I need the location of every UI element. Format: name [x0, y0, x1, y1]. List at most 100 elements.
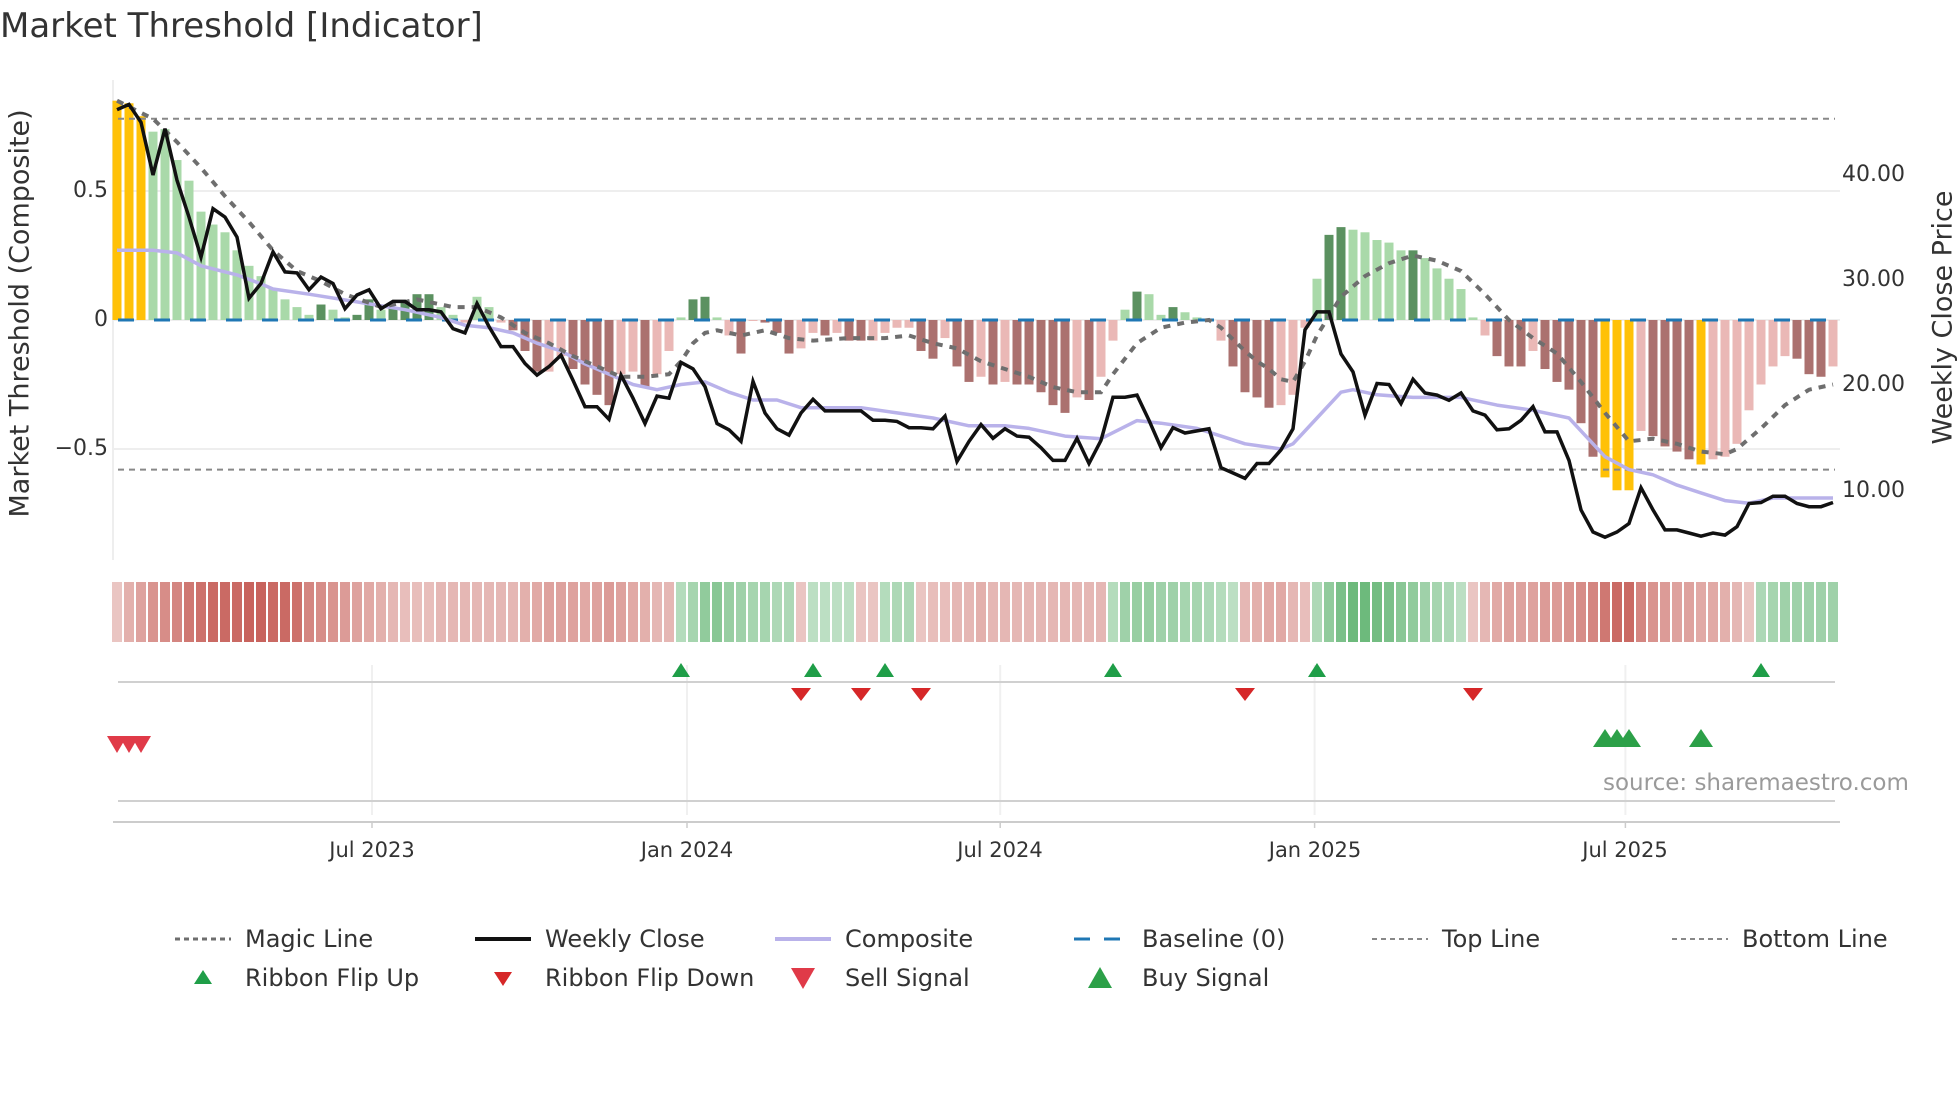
- histogram-bar: [1252, 320, 1262, 398]
- legend-item-composite: Composite: [775, 925, 973, 953]
- ribbon-cell: [904, 582, 914, 642]
- ribbon-cell: [220, 582, 230, 642]
- histogram-bar: [124, 103, 134, 320]
- ribbon-cell: [616, 582, 626, 642]
- ribbon-cell: [880, 582, 890, 642]
- ribbon-cell: [112, 582, 122, 642]
- histogram-bar: [1024, 320, 1034, 385]
- solid-line-swatch-icon: [475, 937, 531, 941]
- histogram-bar: [1456, 289, 1466, 320]
- ribbon-cell: [376, 582, 386, 642]
- histogram-bar: [268, 289, 278, 320]
- ribbon-flip-up-marker: [672, 663, 690, 677]
- ribbon-cell: [1144, 582, 1154, 642]
- histogram-bar: [1384, 242, 1394, 320]
- ribbon-cell: [208, 582, 218, 642]
- sell-signal-marker: [131, 736, 151, 753]
- ribbon-cell: [1312, 582, 1322, 642]
- y-tick-right: 20.00: [1842, 372, 1905, 397]
- histogram-bar: [868, 320, 878, 341]
- ribbon-cell: [856, 582, 866, 642]
- histogram-bar: [1720, 320, 1730, 457]
- histogram-bar: [748, 320, 758, 321]
- ribbon-cell: [1420, 582, 1430, 642]
- ribbon-cell: [1468, 582, 1478, 642]
- ribbon-cell: [280, 582, 290, 642]
- ribbon-cell: [244, 582, 254, 642]
- histogram-bar: [1636, 320, 1646, 431]
- ribbon-cell: [1588, 582, 1598, 642]
- triangle-down-icon: [791, 968, 815, 989]
- ribbon-cell: [976, 582, 986, 642]
- histogram-bar: [1156, 314, 1166, 320]
- ribbon-cell: [148, 582, 158, 642]
- legend-item-ribbon-flip-down: Ribbon Flip Down: [475, 964, 754, 992]
- ribbon-cell: [988, 582, 998, 642]
- ribbon-cell: [1360, 582, 1370, 642]
- ribbon-cell: [1612, 582, 1622, 642]
- ribbon-cell: [388, 582, 398, 642]
- ribbon-flip-down-marker: [1235, 688, 1255, 701]
- y-tick-left: 0: [94, 307, 108, 332]
- ribbon-cell: [1600, 582, 1610, 642]
- legend-item-ribbon-flip-up: Ribbon Flip Up: [175, 964, 419, 992]
- ribbon-cell: [532, 582, 542, 642]
- ribbon-cell: [1168, 582, 1178, 642]
- y-axis-left-label: Market Threshold (Composite): [4, 109, 36, 518]
- ribbon-cell: [604, 582, 614, 642]
- ribbon-cell: [1240, 582, 1250, 642]
- ribbon-cell: [460, 582, 470, 642]
- histogram-bar: [388, 307, 398, 320]
- histogram-bar: [136, 116, 146, 321]
- ribbon-cell: [688, 582, 698, 642]
- histogram-bar: [364, 299, 374, 320]
- ribbon-cell: [508, 582, 518, 642]
- dotted-line-swatch-icon: [175, 937, 231, 941]
- ribbon-cell: [760, 582, 770, 642]
- histogram-bar: [1168, 307, 1178, 320]
- ribbon-cell: [1060, 582, 1070, 642]
- ribbon-cell: [592, 582, 602, 642]
- histogram-bar: [796, 320, 806, 349]
- histogram-bar: [1624, 320, 1634, 491]
- ribbon-cell: [256, 582, 266, 642]
- histogram-bar: [172, 160, 182, 320]
- histogram-bar: [376, 309, 386, 320]
- legend-item-bottom-line: Bottom Line: [1672, 925, 1888, 953]
- ribbon-cell: [832, 582, 842, 642]
- ribbon-cell: [1684, 582, 1694, 642]
- ribbon-cell: [1648, 582, 1658, 642]
- histogram-bar: [256, 276, 266, 320]
- histogram-bar: [184, 180, 194, 320]
- histogram-bar: [532, 320, 542, 372]
- histogram-bar: [1288, 320, 1298, 395]
- ribbon-flip-up-marker: [876, 663, 894, 677]
- legend-item-weekly-close: Weekly Close: [475, 925, 705, 953]
- ribbon-cell: [748, 582, 758, 642]
- ribbon-cell: [652, 582, 662, 642]
- ribbon-cell: [340, 582, 350, 642]
- ribbon-cell: [772, 582, 782, 642]
- ribbon-cell: [544, 582, 554, 642]
- histogram-bar: [736, 320, 746, 354]
- x-tick-label: Jul 2024: [957, 838, 1043, 862]
- histogram-bar: [760, 320, 770, 323]
- histogram-bar: [328, 309, 338, 320]
- source-note: source: sharemaestro.com: [1603, 770, 1909, 796]
- ribbon-cell: [1204, 582, 1214, 642]
- ribbon-cell: [1036, 582, 1046, 642]
- ribbon-cell: [1180, 582, 1190, 642]
- ribbon-cell: [1816, 582, 1826, 642]
- ribbon-flip-down-marker: [911, 688, 931, 701]
- histogram-bar: [952, 320, 962, 367]
- ribbon-cell: [1228, 582, 1238, 642]
- ribbon-cell: [1564, 582, 1574, 642]
- histogram-bar: [1696, 320, 1706, 465]
- buy-signal-marker: [1689, 729, 1713, 747]
- ribbon-cell: [568, 582, 578, 642]
- ribbon-cell: [1024, 582, 1034, 642]
- legend-label: Weekly Close: [545, 925, 705, 953]
- histogram-bar: [1576, 320, 1586, 424]
- legend-label: Composite: [845, 925, 974, 953]
